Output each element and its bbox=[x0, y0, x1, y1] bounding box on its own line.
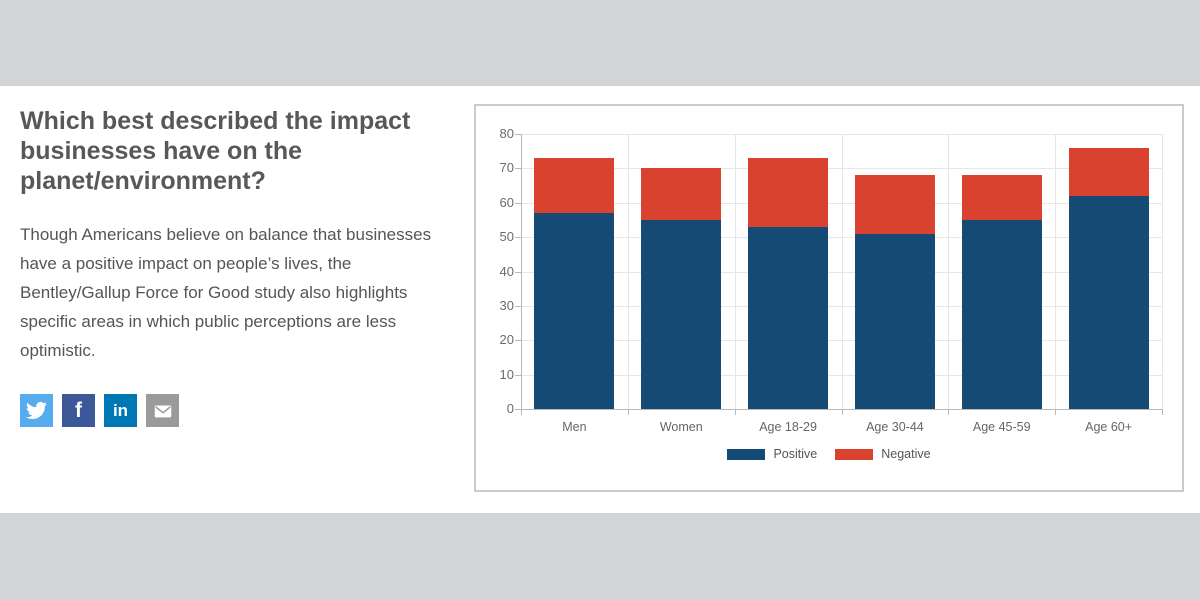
y-axis-tick-label: 20 bbox=[499, 332, 514, 348]
v-gridline bbox=[734, 134, 736, 409]
share-buttons-row: f in bbox=[20, 394, 456, 427]
bottom-gray-band bbox=[0, 513, 1200, 600]
page-title: Which best described the impact business… bbox=[20, 107, 411, 195]
x-axis-line bbox=[521, 409, 1163, 410]
y-axis-tick-label: 50 bbox=[499, 229, 514, 245]
x-axis-category-label: Age 30-44 bbox=[866, 420, 924, 434]
article-description: Though Americans believe on balance that… bbox=[20, 225, 432, 360]
y-axis-tick bbox=[515, 271, 521, 273]
twitter-bird-icon bbox=[26, 400, 47, 421]
facebook-share-button[interactable]: f bbox=[62, 394, 95, 427]
bar-segment-positive[interactable] bbox=[1068, 195, 1149, 409]
y-axis-tick-label: 70 bbox=[499, 160, 514, 176]
bar-segment-negative[interactable] bbox=[748, 158, 829, 227]
y-axis-tick bbox=[515, 340, 521, 342]
linkedin-in-icon: in bbox=[112, 401, 129, 420]
v-gridline bbox=[1162, 134, 1163, 409]
x-axis-tick bbox=[521, 410, 522, 415]
v-gridline bbox=[841, 134, 843, 409]
y-axis-tick-label: 10 bbox=[499, 366, 514, 382]
chart-panel: 0 10 20 30 40 50 60 70 80 Men Women Age 18-29 Age 30… bbox=[474, 104, 1184, 492]
x-axis-tick bbox=[1162, 410, 1163, 415]
x-axis-tick bbox=[627, 410, 629, 415]
y-axis-tick-label: 60 bbox=[499, 194, 514, 210]
y-axis-tick bbox=[515, 374, 521, 376]
y-axis-tick bbox=[515, 134, 521, 135]
legend-item-negative[interactable]: Negative bbox=[835, 447, 931, 461]
twitter-share-button[interactable] bbox=[20, 394, 53, 427]
y-axis-tick bbox=[515, 409, 521, 410]
bar-segment-negative[interactable] bbox=[1068, 147, 1149, 196]
v-gridline bbox=[948, 134, 950, 409]
bar-segment-positive[interactable] bbox=[748, 226, 829, 409]
top-gray-band bbox=[0, 0, 1200, 86]
bar-segment-negative[interactable] bbox=[534, 158, 615, 214]
article-column: Which best described the impact business… bbox=[20, 106, 456, 427]
x-axis-category-label: Age 45-59 bbox=[972, 420, 1031, 434]
y-axis-tick bbox=[515, 168, 521, 170]
linkedin-share-button[interactable]: in bbox=[104, 394, 137, 427]
x-axis-category-label: Men bbox=[562, 420, 587, 434]
v-gridline bbox=[627, 134, 629, 409]
legend-swatch-positive bbox=[727, 448, 766, 460]
x-axis-tick bbox=[1055, 410, 1057, 415]
y-axis-tick-label: 30 bbox=[499, 297, 514, 313]
x-axis-tick bbox=[841, 410, 843, 415]
email-share-button[interactable] bbox=[146, 394, 179, 427]
facebook-f-icon: f bbox=[75, 399, 82, 422]
x-axis-category-label: Age 18-29 bbox=[759, 420, 817, 434]
x-axis-category-label: Age 60+ bbox=[1085, 420, 1133, 434]
y-axis-tick-label: 80 bbox=[499, 126, 514, 141]
y-axis-tick-label: 0 bbox=[506, 401, 514, 416]
bar-segment-negative[interactable] bbox=[854, 175, 935, 234]
legend-swatch-negative bbox=[835, 448, 874, 460]
x-axis-tick bbox=[734, 410, 736, 415]
bar-segment-positive[interactable] bbox=[961, 219, 1042, 409]
v-gridline bbox=[1055, 134, 1057, 409]
y-axis-tick bbox=[515, 202, 521, 204]
envelope-icon bbox=[152, 400, 174, 422]
legend-label: Positive bbox=[773, 447, 818, 461]
chart-legend: Positive Negative bbox=[476, 447, 1182, 461]
bar-segment-positive[interactable] bbox=[641, 219, 722, 409]
bar-segment-negative[interactable] bbox=[961, 175, 1042, 220]
legend-item-positive[interactable]: Positive bbox=[727, 447, 817, 461]
bar-segment-positive[interactable] bbox=[854, 233, 935, 409]
legend-label: Negative bbox=[881, 447, 931, 461]
x-axis-tick bbox=[948, 410, 950, 415]
x-axis-category-label: Women bbox=[659, 420, 703, 434]
bar-segment-positive[interactable] bbox=[534, 213, 615, 409]
bar-segment-negative[interactable] bbox=[641, 168, 722, 220]
y-axis-line bbox=[521, 134, 522, 409]
y-axis-tick bbox=[515, 237, 521, 239]
y-axis-tick-label: 40 bbox=[499, 263, 514, 279]
y-axis-tick bbox=[515, 305, 521, 307]
